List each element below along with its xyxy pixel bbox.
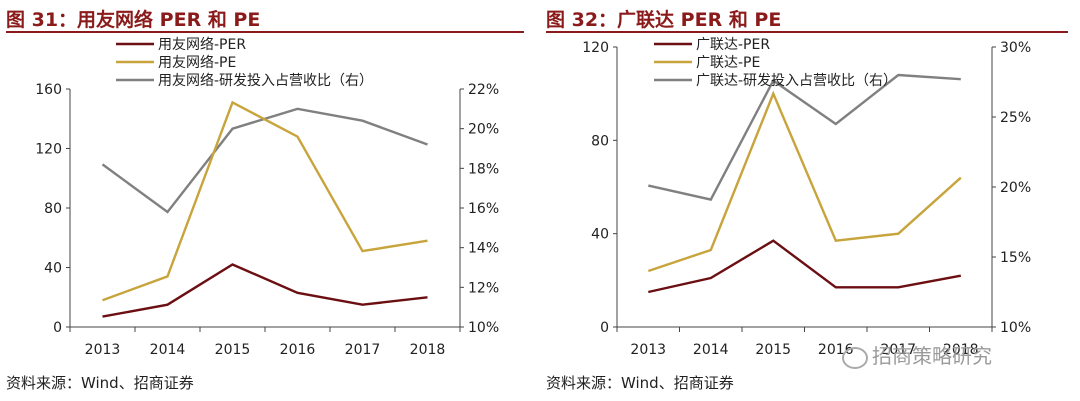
x-tick-label: 2017 — [345, 342, 381, 358]
x-tick-label: 2018 — [943, 342, 979, 358]
left-title-rule — [6, 31, 524, 33]
y-tick-label-left: 0 — [600, 320, 609, 336]
y-tick-label-left: 80 — [591, 133, 609, 149]
y-tick-label-left: 0 — [53, 320, 62, 336]
legend-label: 广联达-研发投入占营收比（右） — [696, 73, 897, 89]
x-tick-label: 2015 — [215, 342, 251, 358]
series-line — [101, 107, 428, 214]
y-tick-label-left: 80 — [44, 201, 62, 217]
series-line — [102, 100, 428, 302]
series-line — [648, 239, 962, 294]
y-tick-label-right: 12% — [468, 280, 499, 296]
y-tick-label-right: 18% — [468, 161, 499, 177]
x-tick-label: 2013 — [85, 342, 121, 358]
left-line-chart: 0 40 80 120 160 10% 12% 14% 16% 18% 20% 22% 2013 2014… — [35, 37, 499, 358]
y-tick-label-left: 120 — [35, 142, 62, 158]
watermark: 招商策略研究 — [842, 340, 992, 369]
y-tick-label-right: 14% — [468, 241, 499, 257]
x-tick-label: 2014 — [150, 342, 186, 358]
y-tick-label-left: 160 — [35, 82, 62, 98]
x-tick-label: 2013 — [630, 342, 666, 358]
series-line — [648, 73, 961, 201]
y-tick-label-right: 10% — [468, 320, 499, 336]
series-line — [647, 90, 962, 273]
x-tick-label: 2016 — [280, 342, 316, 358]
y-tick-label-right: 15% — [1000, 250, 1031, 266]
legend-label: 用友网络-PE — [158, 55, 236, 71]
y-tick-label-right: 16% — [468, 201, 499, 217]
y-tick-label-right: 25% — [1000, 110, 1031, 126]
y-tick-label-left: 40 — [44, 261, 62, 277]
y-tick-label-right: 22% — [468, 82, 499, 98]
legend-label: 用友网络-研发投入占营收比（右） — [158, 73, 373, 89]
wechat-icon — [842, 346, 868, 369]
legend-label: 广联达-PE — [696, 55, 760, 71]
legend-label: 用友网络-PER — [158, 37, 246, 53]
y-tick-label-left: 40 — [591, 227, 609, 243]
y-tick-label-right: 30% — [1000, 40, 1031, 56]
x-tick-label: 2015 — [755, 342, 791, 358]
y-tick-label-right: 10% — [1000, 320, 1031, 336]
left-source: 资料来源：Wind、招商证券 — [6, 374, 194, 392]
x-tick-label: 2017 — [880, 342, 916, 358]
y-tick-label-left: 120 — [582, 40, 609, 56]
right-title-rule — [546, 31, 1068, 33]
x-tick-label: 2018 — [410, 342, 446, 358]
y-tick-label-right: 20% — [468, 122, 499, 138]
series-line — [102, 263, 428, 318]
right-source: 资料来源：Wind、招商证券 — [546, 374, 734, 392]
right-chart-title: 图 32：广联达 PER 和 PE — [546, 9, 782, 31]
legend-label: 广联达-PER — [696, 37, 770, 53]
watermark-text: 招商策略研究 — [872, 344, 992, 368]
y-tick-label-right: 20% — [1000, 180, 1031, 196]
left-chart-title: 图 31：用友网络 PER 和 PE — [6, 9, 261, 31]
x-tick-label: 2014 — [693, 342, 729, 358]
